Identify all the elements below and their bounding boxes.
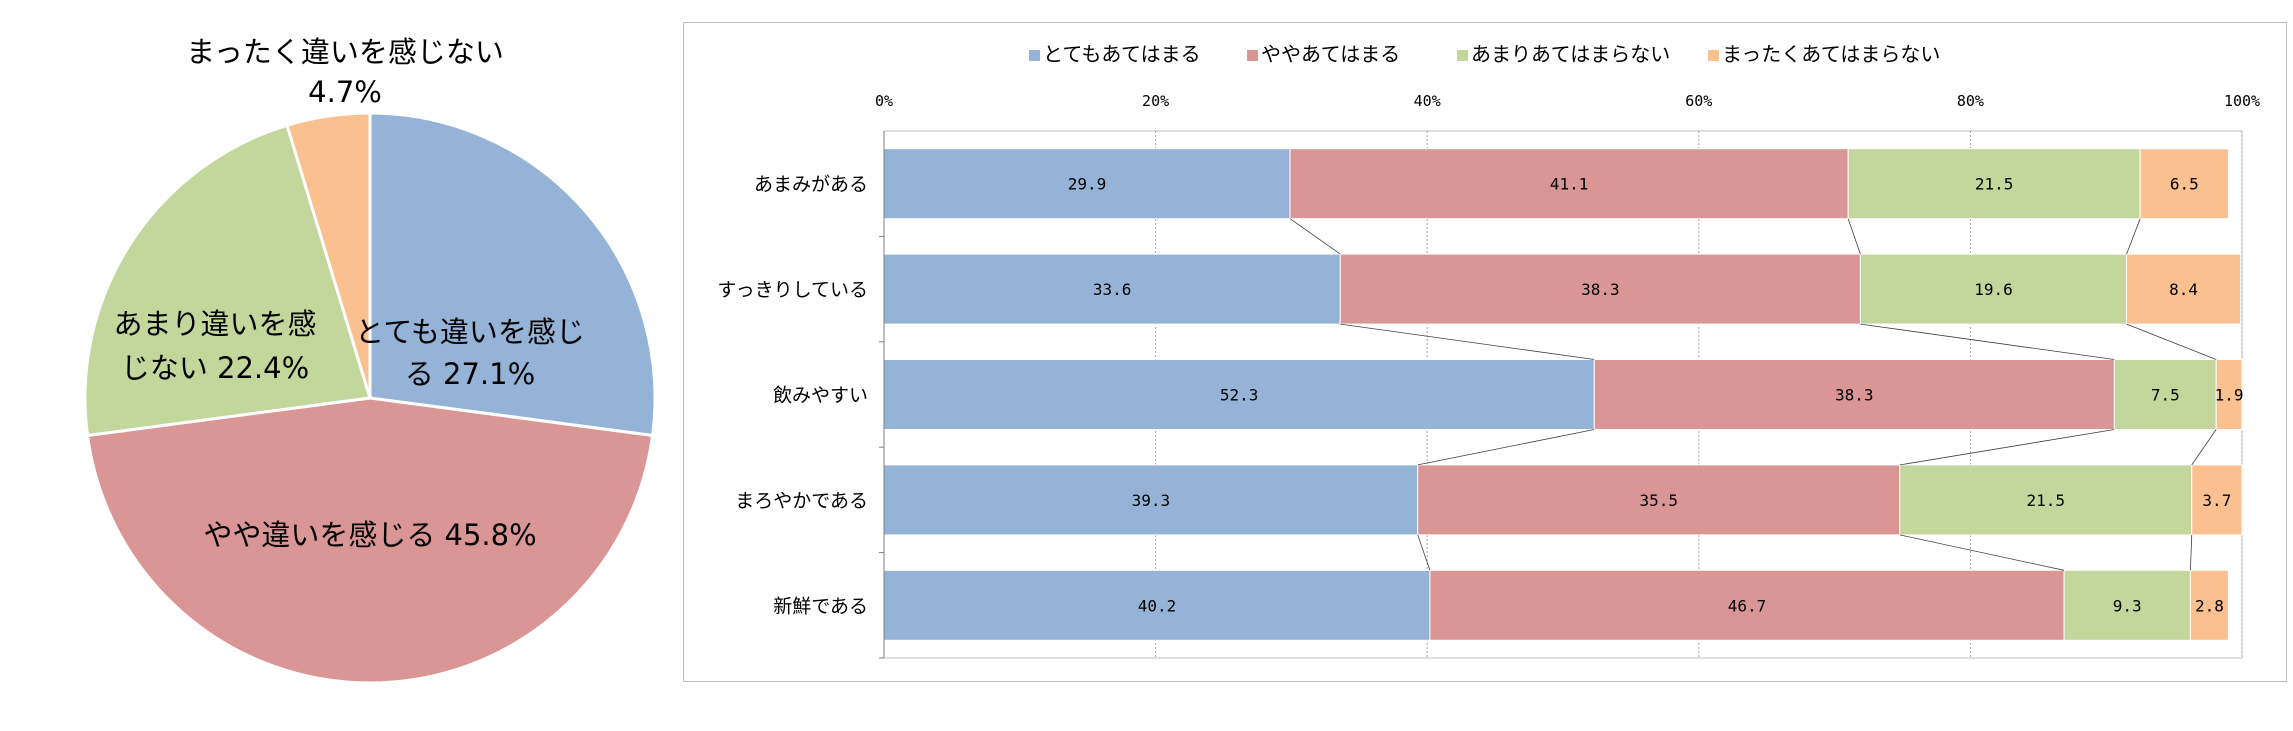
bar-segment xyxy=(1847,148,2141,220)
pie-chart: とても違いを感じる 27.1% やや違いを感じる 45.8% あまり違いを感じない … xyxy=(83,35,657,685)
x-tick-label: 20% xyxy=(1142,92,1169,110)
bar-segment xyxy=(2126,253,2242,325)
pie-label-1: やや違いを感じる 45.8% xyxy=(203,518,536,552)
data-label: 21.5 xyxy=(1975,175,2014,194)
data-label: 35.5 xyxy=(1639,491,1678,510)
pie-label-3: まったく違いを感じない 4.7% xyxy=(186,35,504,109)
x-tick-label: 80% xyxy=(1957,92,1984,110)
series-line xyxy=(1847,218,1861,255)
pie-slice-2 xyxy=(83,123,372,438)
data-label: 1.9 xyxy=(2215,386,2244,405)
data-label: 6.5 xyxy=(2170,175,2199,194)
bar-segment xyxy=(2139,148,2229,220)
data-label: 38.3 xyxy=(1581,280,1620,299)
pie-slice-3 xyxy=(285,111,372,399)
data-label: 46.7 xyxy=(1728,596,1767,615)
data-label: 39.3 xyxy=(1132,491,1171,510)
legend-label-1: ややあてはまる xyxy=(1261,42,1400,66)
data-label: 8.4 xyxy=(2169,280,2198,299)
x-tick-label: 100% xyxy=(2224,92,2260,110)
bar-segment xyxy=(883,148,1291,220)
legend-swatch-2 xyxy=(1457,50,1468,61)
category-label: 新鮮である xyxy=(773,595,868,617)
data-label: 7.5 xyxy=(2151,386,2180,405)
series-line xyxy=(2191,429,2217,466)
bar-segment xyxy=(1593,359,2115,430)
data-label: 3.7 xyxy=(2202,491,2231,510)
category-label: 飲みやすい xyxy=(773,385,868,407)
pie-label-2: あまり違いを感じない 22.4% xyxy=(113,307,316,385)
data-label: 2.8 xyxy=(2195,596,2224,615)
bar-segment xyxy=(1859,253,2128,325)
x-tick-label: 0% xyxy=(875,92,893,110)
series-line xyxy=(1899,534,2065,571)
legend-label-3: まったくあてはまらない xyxy=(1722,42,1940,66)
bar-segment xyxy=(2189,569,2229,641)
category-label: まろやかである xyxy=(735,490,868,512)
bar-segment xyxy=(1899,464,2193,536)
legend-label-0: とてもあてはまる xyxy=(1043,42,1201,66)
bar-segment xyxy=(2215,359,2243,430)
x-tick-label: 40% xyxy=(1414,92,1441,110)
series-line xyxy=(1860,323,2115,360)
bar-segment xyxy=(1429,569,2065,641)
bar-segment xyxy=(883,464,1419,536)
pie-label-0: とても違いを感じる 27.1% xyxy=(355,315,585,391)
data-label: 52.3 xyxy=(1220,386,1259,405)
x-tick-label: 60% xyxy=(1685,92,1712,110)
stacked-bar-chart: とてもあてはまる ややあてはまる あまりあてはまらない まったくあてはまらない 0% 20… xyxy=(717,42,2260,659)
data-label: 21.5 xyxy=(2027,491,2066,510)
data-label: 9.3 xyxy=(2113,596,2142,615)
legend-label-2: あまりあてはまらない xyxy=(1471,42,1670,66)
series-line xyxy=(1289,218,1341,255)
data-label: 40.2 xyxy=(1138,596,1177,615)
legend-swatch-1 xyxy=(1247,50,1258,61)
data-label: 38.3 xyxy=(1835,386,1874,405)
bar-segment xyxy=(2191,464,2243,536)
series-line xyxy=(2189,534,2193,571)
series-line xyxy=(1340,323,1595,360)
pie-slice-0 xyxy=(368,111,657,438)
bar-segment xyxy=(883,359,1595,430)
series-line xyxy=(1899,429,2115,466)
data-label: 33.6 xyxy=(1093,280,1132,299)
bar-segment xyxy=(1339,253,1861,325)
bar-segment xyxy=(883,569,1431,641)
bar-chart-panel: とてもあてはまる ややあてはまる あまりあてはまらない まったくあてはまらない 0% 20… xyxy=(683,22,2287,682)
bar-segment xyxy=(1289,148,1849,220)
series-line xyxy=(1417,534,1431,571)
pie-slice-1 xyxy=(85,396,655,685)
data-label: 19.6 xyxy=(1974,280,2013,299)
series-line xyxy=(1417,429,1595,466)
legend-swatch-0 xyxy=(1029,50,1040,61)
bar-segment xyxy=(2113,359,2217,430)
series-line xyxy=(2126,323,2217,360)
bar-segment xyxy=(2063,569,2191,641)
data-label: 29.9 xyxy=(1068,175,1107,194)
category-label: あまみがある xyxy=(754,174,868,196)
data-label: 41.1 xyxy=(1550,175,1589,194)
category-label: すっきりしている xyxy=(717,279,868,301)
series-line xyxy=(2126,218,2141,255)
legend-swatch-3 xyxy=(1708,50,1719,61)
bar-segment xyxy=(1417,464,1901,536)
